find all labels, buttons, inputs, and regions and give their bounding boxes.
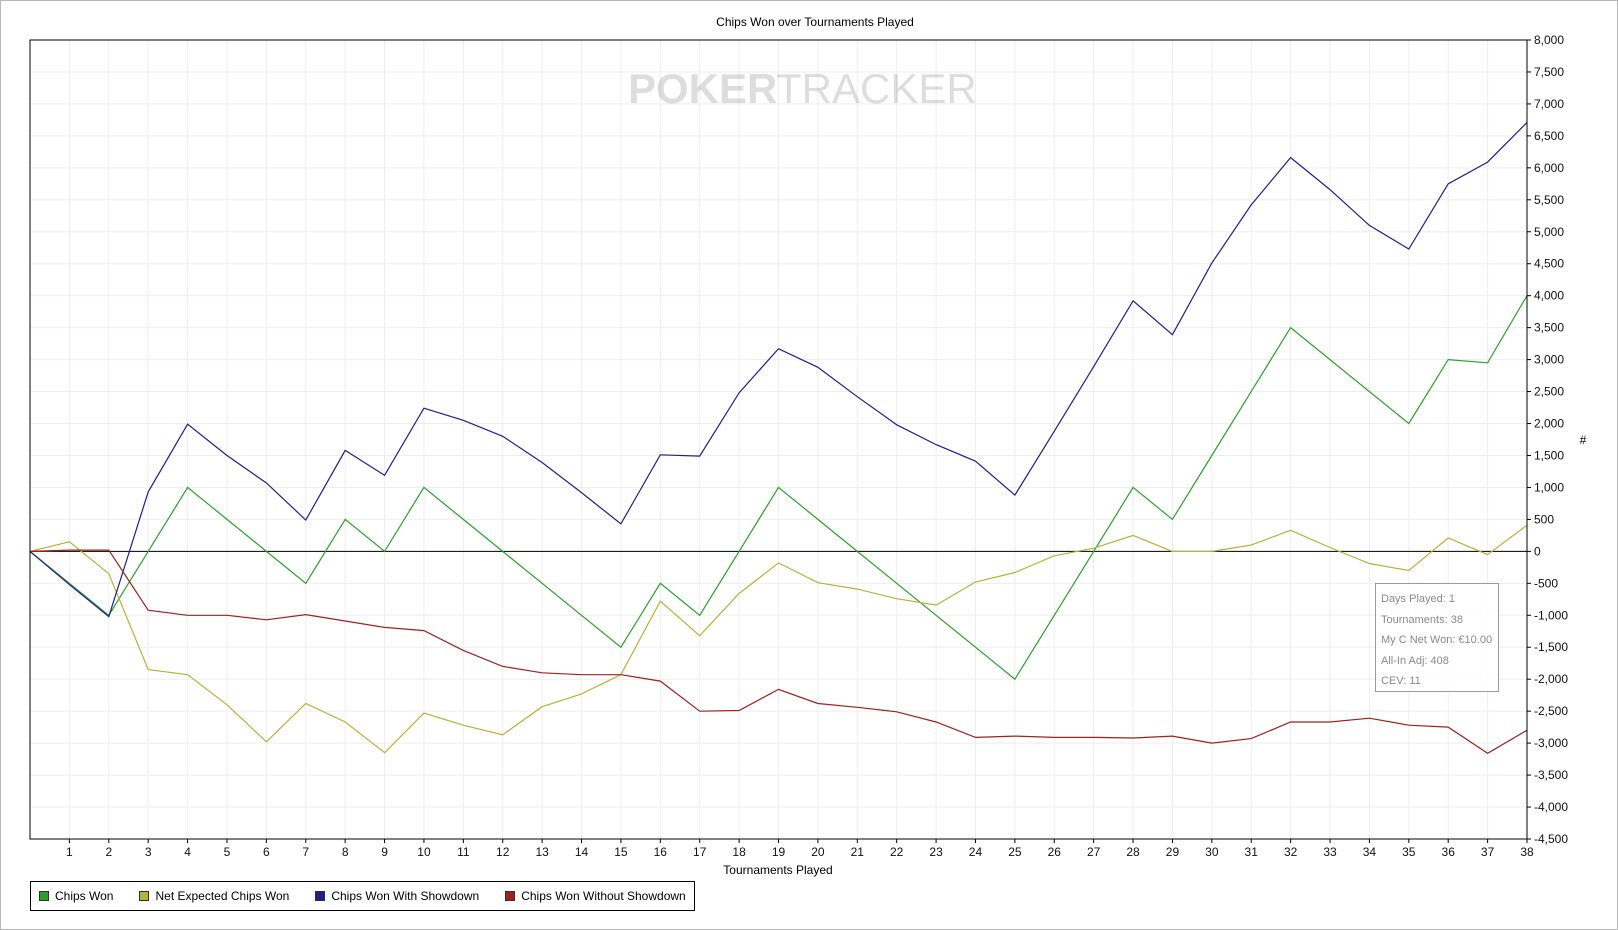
- legend-label: Chips Won: [55, 889, 114, 903]
- legend-item-net-expected-chips-won[interactable]: Net Expected Chips Won: [139, 889, 289, 903]
- legend-swatch: [315, 891, 326, 901]
- watermark-text-poker: POKER: [628, 65, 777, 112]
- x-tick-label: 14: [575, 845, 589, 859]
- legend-item-chips-won-without-showdown[interactable]: Chips Won Without Showdown: [505, 889, 686, 903]
- x-tick-label: 4: [184, 845, 191, 859]
- y-tick-label: 3,000: [1534, 353, 1564, 367]
- y-tick-label: 8,000: [1534, 33, 1564, 47]
- x-tick-label: 8: [342, 845, 349, 859]
- x-tick-label: 34: [1363, 845, 1377, 859]
- y-tick-label: -4,000: [1534, 800, 1568, 814]
- y-tick-label: -4,500: [1534, 832, 1568, 846]
- x-tick-label: 29: [1166, 845, 1180, 859]
- x-tick-label: 10: [417, 845, 431, 859]
- x-tick-label: 18: [732, 845, 746, 859]
- y-tick-label: -1,000: [1534, 608, 1568, 622]
- x-tick-label: 27: [1087, 845, 1101, 859]
- x-axis: 1 2 3 4 5 6 7 8 9 10 11 12 13 14 15 16 17 18 19 20 21 22 23 24 2…: [66, 839, 1534, 859]
- x-tick-label: 2: [105, 845, 112, 859]
- y-axis-label: #: [1580, 433, 1587, 447]
- x-tick-label: 11: [457, 845, 470, 859]
- legend-swatch: [139, 891, 150, 901]
- y-tick-label: 1,500: [1534, 448, 1564, 462]
- legend-label: Chips Won With Showdown: [331, 889, 480, 903]
- grid: [30, 39, 1528, 840]
- x-tick-label: 37: [1481, 845, 1495, 859]
- series-line-chips-won: [29, 295, 1528, 681]
- tooltip-net-won: My C Net Won: €10.00: [1381, 634, 1493, 646]
- tooltip-cev: CEV: 11: [1381, 675, 1421, 687]
- x-tick-label: 24: [969, 845, 983, 859]
- y-tick-label: 7,000: [1534, 97, 1564, 111]
- x-tick-label: 31: [1245, 845, 1259, 859]
- x-tick-label: 32: [1284, 845, 1298, 859]
- x-tick-label: 17: [693, 845, 707, 859]
- legend-swatch: [505, 891, 516, 901]
- y-tick-label: -2,000: [1534, 672, 1568, 686]
- series-line-chips-won-without-showdown: [29, 549, 1528, 755]
- x-tick-label: 3: [145, 845, 152, 859]
- y-tick-label: 5,500: [1534, 193, 1564, 207]
- y-tick-label: 2,000: [1534, 417, 1564, 431]
- x-tick-label: 26: [1048, 845, 1062, 859]
- tooltip-days-played: Days Played: 1: [1381, 593, 1455, 605]
- x-tick-label: 9: [381, 845, 388, 859]
- y-tick-label: 500: [1534, 512, 1554, 526]
- legend-label: Net Expected Chips Won: [155, 889, 290, 903]
- y-tick-label: -3,000: [1534, 736, 1568, 750]
- y-tick-label: 1,000: [1534, 480, 1564, 494]
- x-tick-label: 38: [1520, 845, 1534, 859]
- x-tick-label: 7: [302, 845, 309, 859]
- x-tick-label: 5: [224, 845, 231, 859]
- x-tick-label: 15: [614, 845, 628, 859]
- x-tick-label: 12: [496, 845, 510, 859]
- x-tick-label: 20: [811, 845, 825, 859]
- legend-item-chips-won[interactable]: Chips Won: [39, 889, 113, 903]
- legend-label: Chips Won Without Showdown: [521, 889, 686, 903]
- x-tick-label: 23: [929, 845, 943, 859]
- y-tick-label: 4,000: [1534, 289, 1564, 303]
- y-tick-label: 4,500: [1534, 257, 1564, 271]
- y-tick-label: 6,000: [1534, 161, 1564, 175]
- tooltip-tournaments: Tournaments: 38: [1381, 613, 1463, 626]
- series-line-net-expected-chips-won: [29, 524, 1528, 754]
- x-tick-label: 21: [851, 845, 865, 859]
- y-tick-label: 0: [1534, 544, 1541, 558]
- x-tick-label: 28: [1126, 845, 1140, 859]
- chart-title: Chips Won over Tournaments Played: [716, 15, 914, 29]
- y-tick-label: 3,500: [1534, 321, 1564, 335]
- x-tick-label: 36: [1442, 845, 1456, 859]
- y-tick-label: 5,000: [1534, 225, 1564, 239]
- y-tick-label: -3,500: [1534, 768, 1568, 782]
- x-tick-label: 13: [535, 845, 549, 859]
- x-tick-label: 33: [1323, 845, 1337, 859]
- y-tick-label: -2,500: [1534, 704, 1568, 718]
- tooltip: Days Played: 1 Tournaments: 38 My C Net …: [1375, 583, 1499, 692]
- legend-item-chips-won-with-showdown[interactable]: Chips Won With Showdown: [315, 889, 479, 903]
- y-tick-label: 2,500: [1534, 385, 1564, 399]
- y-axis: 8,000 7,500 7,000 6,500 6,000 5,500 5,000 4,500…: [1527, 33, 1568, 846]
- x-axis-label: Tournaments Played: [723, 863, 832, 877]
- tooltip-all-in-adj: All-In Adj: 408: [1381, 654, 1449, 667]
- x-tick-label: 30: [1205, 845, 1219, 859]
- x-tick-label: 35: [1402, 845, 1416, 859]
- legend-swatch: [39, 891, 49, 901]
- x-tick-label: 1: [66, 845, 73, 859]
- series-layer: [29, 122, 1528, 755]
- series-line-chips-won-with-showdown: [29, 122, 1528, 618]
- y-tick-label: 6,500: [1534, 129, 1564, 143]
- x-tick-label: 16: [654, 845, 668, 859]
- y-tick-label: -1,500: [1534, 640, 1568, 654]
- y-tick-label: 7,500: [1534, 65, 1564, 79]
- watermark-text-tracker: TRACKER: [776, 65, 977, 112]
- legend: Chips Won Net Expected Chips Won Chips W…: [30, 881, 695, 911]
- watermark-logo: POKER TRACKER: [628, 65, 977, 112]
- x-tick-label: 22: [890, 845, 904, 859]
- x-tick-label: 19: [772, 845, 786, 859]
- x-tick-label: 6: [263, 845, 270, 859]
- y-tick-label: -500: [1534, 576, 1558, 590]
- x-tick-label: 25: [1008, 845, 1022, 859]
